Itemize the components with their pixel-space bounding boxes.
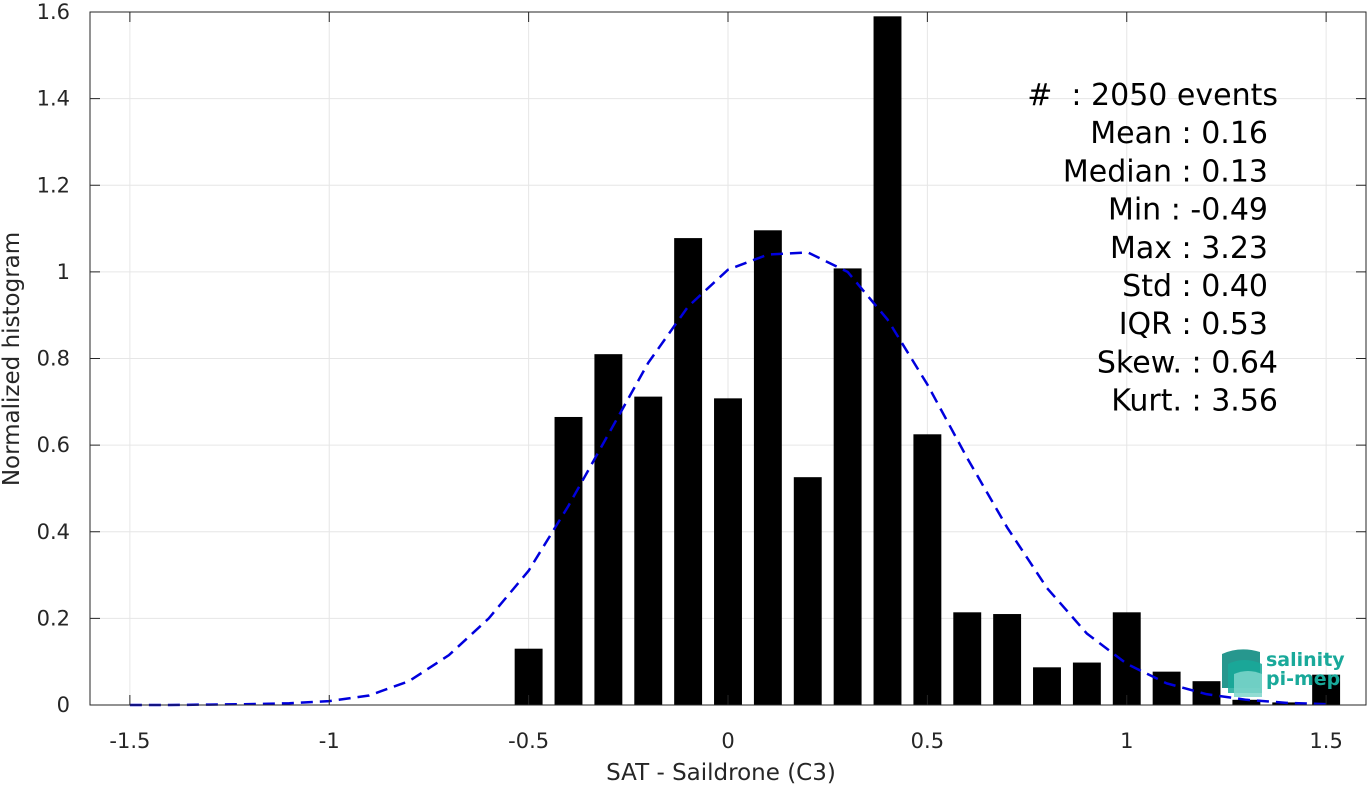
y-tick-label-4: 0.8 xyxy=(37,347,70,371)
histogram-bar-12 xyxy=(993,614,1022,705)
stats-line-8: Kurt. : 3.56 xyxy=(1111,384,1278,419)
histogram-bar-6 xyxy=(753,230,782,706)
salinity-pi-mep-logo: salinity pi-mep xyxy=(1222,649,1345,697)
stats-line-7: Skew. : 0.64 xyxy=(1097,345,1278,380)
x-tick-label-1: -1 xyxy=(319,729,340,753)
histogram-bar-3 xyxy=(634,396,663,705)
histogram-bar-4 xyxy=(674,238,703,705)
histogram-bar-10 xyxy=(913,434,942,705)
y-tick-label-2: 0.4 xyxy=(37,520,70,544)
histogram-bar-16 xyxy=(1152,671,1181,705)
x-tick-labels: -1.5 -1 -0.5 0 0.5 1 1.5 xyxy=(109,729,1342,753)
y-tick-label-5: 1 xyxy=(57,260,70,284)
stats-line-0: # : 2050 events xyxy=(1027,78,1278,113)
x-tick-label-3: 0 xyxy=(721,729,734,753)
histogram-bar-13 xyxy=(1033,667,1061,705)
y-axis-label: Normalized histogram xyxy=(0,232,25,486)
x-tick-label-5: 1 xyxy=(1120,729,1133,753)
logo-text-salinity: salinity xyxy=(1266,649,1345,671)
x-tick-label-4: 0.5 xyxy=(911,729,944,753)
histogram-bars xyxy=(514,16,1341,706)
histogram-bar-8 xyxy=(833,268,862,705)
histogram-bar-7 xyxy=(793,477,822,705)
stats-line-4: Max : 3.23 xyxy=(1110,231,1268,266)
x-tick-label-6: 1.5 xyxy=(1309,729,1342,753)
histogram-bar-14 xyxy=(1072,662,1101,705)
stats-line-2: Median : 0.13 xyxy=(1063,154,1268,189)
stats-line-6: IQR : 0.53 xyxy=(1119,307,1268,342)
histogram-bar-11 xyxy=(953,612,982,705)
stats-line-5: Std : 0.40 xyxy=(1122,269,1268,304)
wave-logo-icon xyxy=(1222,649,1262,697)
y-tick-label-1: 0.2 xyxy=(37,606,70,630)
x-tick-label-2: -0.5 xyxy=(508,729,549,753)
histogram-bar-1 xyxy=(554,416,583,705)
y-tick-labels: 0 0.2 0.4 0.6 0.8 1 1.2 1.4 1.6 xyxy=(37,0,70,717)
y-tick-label-8: 1.6 xyxy=(37,0,70,24)
y-tick-label-3: 0.6 xyxy=(37,433,70,457)
y-tick-label-6: 1.2 xyxy=(37,173,70,197)
histogram-bar-15 xyxy=(1112,612,1141,705)
logo-text-pi-mep: pi-mep xyxy=(1266,668,1340,690)
x-axis-label: SAT - Saildrone (C3) xyxy=(606,760,836,785)
histogram-bar-18 xyxy=(1232,699,1261,705)
x-tick-label-0: -1.5 xyxy=(109,729,150,753)
y-tick-label-7: 1.4 xyxy=(37,87,70,111)
histogram-bar-2 xyxy=(594,354,623,705)
y-tick-label-0: 0 xyxy=(57,693,70,717)
axis-ticks xyxy=(90,11,1366,706)
histogram-bar-5 xyxy=(714,398,742,705)
histogram-bar-9 xyxy=(873,16,902,706)
stats-line-1: Mean : 0.16 xyxy=(1090,116,1268,151)
stats-line-3: Min : -0.49 xyxy=(1108,193,1268,228)
